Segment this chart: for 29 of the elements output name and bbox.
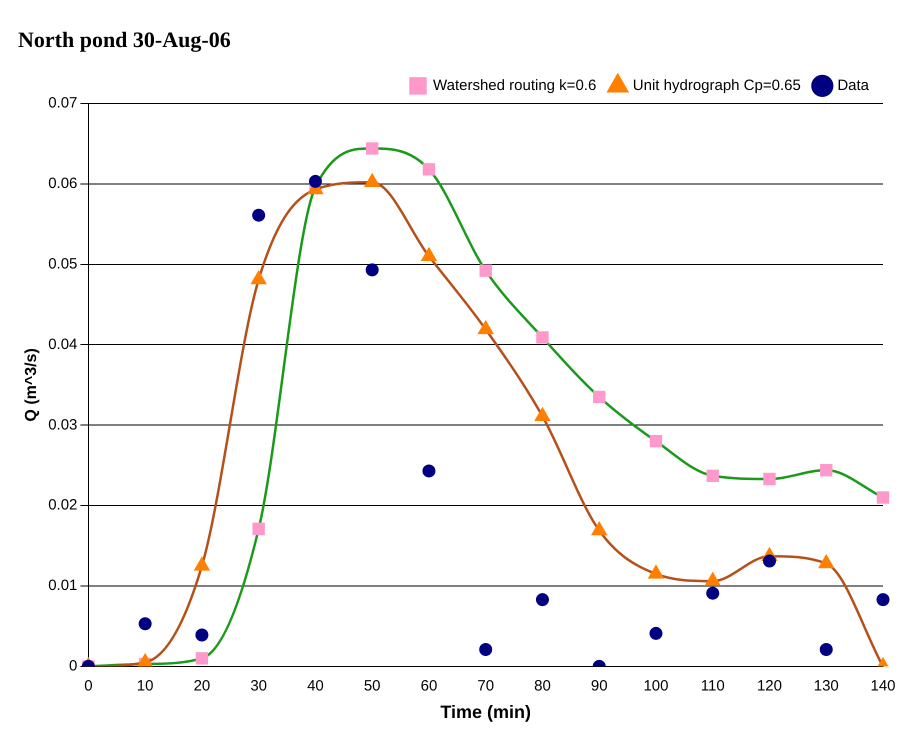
x-tick-label: 130 [814,678,839,695]
y-tick-label: 0.01 [48,577,78,594]
y-tick-label: 0.02 [48,496,78,514]
x-tick-label: 40 [307,678,324,695]
y-tick-label: 0.07 [48,94,78,112]
y-tick-label: 0.05 [48,255,78,272]
x-tick-label: 10 [136,678,154,695]
x-tick-label: 80 [534,678,551,695]
x-tick-label: 60 [420,678,438,695]
legend-label: Unit hydrograph Cp=0.65 [632,77,801,94]
x-tick-label: 20 [194,678,210,695]
legend-label: Watershed routing k=0.6 [433,77,596,94]
x-tick-label: 90 [590,678,608,695]
x-axis-title: Time (min) [440,702,532,722]
y-tick-label: 0.03 [48,416,78,434]
x-tick-label: 30 [250,678,268,695]
y-tick-label: 0.06 [48,174,78,192]
x-tick-label: 70 [477,678,494,695]
x-tick-label: 50 [364,678,381,695]
x-tick-label: 120 [756,678,782,695]
y-tick-label: 0.04 [48,336,78,353]
legend-label: Data [837,77,870,94]
y-tick-label: 0 [69,658,78,675]
chart-title: North pond 30-Aug-06 [18,26,231,52]
x-tick-label: 0 [84,678,93,695]
x-tick-label: 140 [870,678,896,695]
x-tick-label: 110 [700,678,725,695]
y-axis-title: Q (m^3/s) [23,348,40,422]
x-tick-label: 100 [643,678,668,695]
